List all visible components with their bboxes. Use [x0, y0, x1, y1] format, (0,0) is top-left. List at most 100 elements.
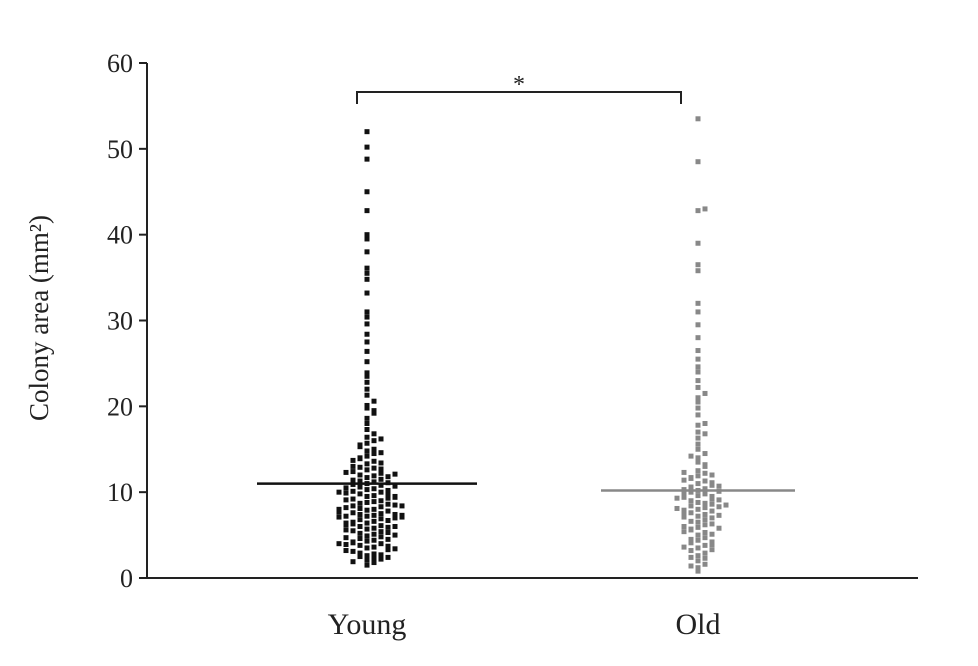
- data-point: [371, 525, 377, 531]
- data-point: [371, 451, 377, 457]
- data-point: [702, 431, 708, 437]
- data-point: [695, 568, 701, 574]
- data-point: [364, 276, 370, 282]
- data-point: [385, 495, 391, 501]
- data-point: [392, 515, 398, 521]
- data-point: [357, 478, 363, 484]
- data-point: [364, 421, 370, 426]
- data-point: [371, 458, 377, 464]
- data-point: [357, 505, 363, 511]
- data-point: [702, 462, 708, 468]
- data-point: [364, 232, 370, 238]
- data-point: [709, 496, 715, 502]
- data-point: [343, 513, 349, 519]
- data-point: [364, 189, 370, 195]
- data-point: [371, 493, 377, 499]
- data-point: [364, 144, 370, 150]
- data-point: [364, 405, 370, 411]
- data-point: [343, 520, 349, 526]
- data-point: [695, 364, 701, 370]
- data-point: [371, 512, 377, 518]
- data-point: [392, 471, 398, 477]
- data-point: [695, 468, 701, 474]
- data-point: [399, 514, 405, 520]
- data-point: [392, 546, 398, 552]
- data-point: [336, 489, 342, 495]
- data-point: [364, 440, 370, 446]
- data-point: [695, 369, 701, 375]
- data-point: [364, 493, 370, 499]
- data-point: [709, 482, 715, 488]
- data-point: [695, 322, 701, 328]
- data-point: [357, 542, 363, 548]
- data-point: [695, 429, 701, 435]
- data-point: [364, 487, 370, 493]
- data-point: [357, 550, 363, 556]
- data-point: [350, 539, 356, 545]
- data-point: [357, 484, 363, 490]
- data-point: [378, 489, 384, 495]
- data-point: [378, 476, 384, 482]
- data-point: [695, 565, 701, 571]
- y-tick-label: 0: [120, 564, 133, 593]
- data-point: [371, 499, 377, 505]
- data-point: [350, 559, 356, 565]
- data-point: [695, 116, 701, 122]
- data-point: [716, 483, 722, 489]
- data-point: [364, 453, 370, 459]
- data-point: [378, 504, 384, 510]
- data-point: [343, 490, 349, 496]
- data-point: [364, 507, 370, 513]
- data-point: [350, 519, 356, 525]
- data-point: [336, 509, 342, 515]
- data-point: [695, 558, 701, 564]
- data-point: [336, 541, 342, 547]
- data-point: [378, 552, 384, 558]
- data-point: [378, 556, 384, 562]
- y-tick-label: 10: [107, 478, 133, 507]
- data-point: [702, 206, 708, 212]
- data-point: [378, 498, 384, 504]
- data-point: [702, 550, 708, 556]
- data-point: [695, 422, 701, 428]
- data-point: [695, 553, 701, 559]
- data-point: [364, 434, 370, 440]
- data-point: [357, 554, 363, 560]
- data-point: [378, 534, 384, 540]
- data-point: [364, 513, 370, 519]
- data-point: [364, 402, 370, 408]
- data-point: [702, 478, 708, 484]
- data-point: [695, 493, 701, 499]
- data-point: [681, 511, 687, 517]
- data-point: [695, 446, 701, 452]
- data-point: [371, 518, 377, 524]
- data-point: [371, 479, 377, 485]
- data-point: [695, 473, 701, 479]
- data-point: [681, 490, 687, 496]
- data-point: [695, 240, 701, 246]
- data-point: [364, 265, 370, 271]
- significance-star: *: [513, 72, 525, 98]
- data-point: [364, 461, 370, 467]
- data-point: [364, 309, 370, 315]
- data-point: [364, 392, 370, 398]
- data-point: [364, 348, 370, 354]
- data-point: [723, 502, 729, 508]
- data-point: [688, 484, 694, 490]
- data-point: [378, 529, 384, 535]
- data-point: [364, 270, 370, 276]
- data-point: [371, 431, 377, 437]
- data-point: [709, 547, 715, 553]
- data-point: [364, 448, 370, 454]
- data-point: [336, 506, 342, 512]
- data-point: [702, 470, 708, 476]
- y-axis-label: Colony area (mm²): [24, 215, 54, 421]
- data-point: [371, 446, 377, 452]
- data-point: [688, 503, 694, 509]
- data-point: [702, 517, 708, 523]
- data-point: [695, 455, 701, 461]
- data-point: [709, 480, 715, 486]
- data-point: [364, 314, 370, 320]
- data-point: [350, 528, 356, 534]
- data-point: [357, 536, 363, 542]
